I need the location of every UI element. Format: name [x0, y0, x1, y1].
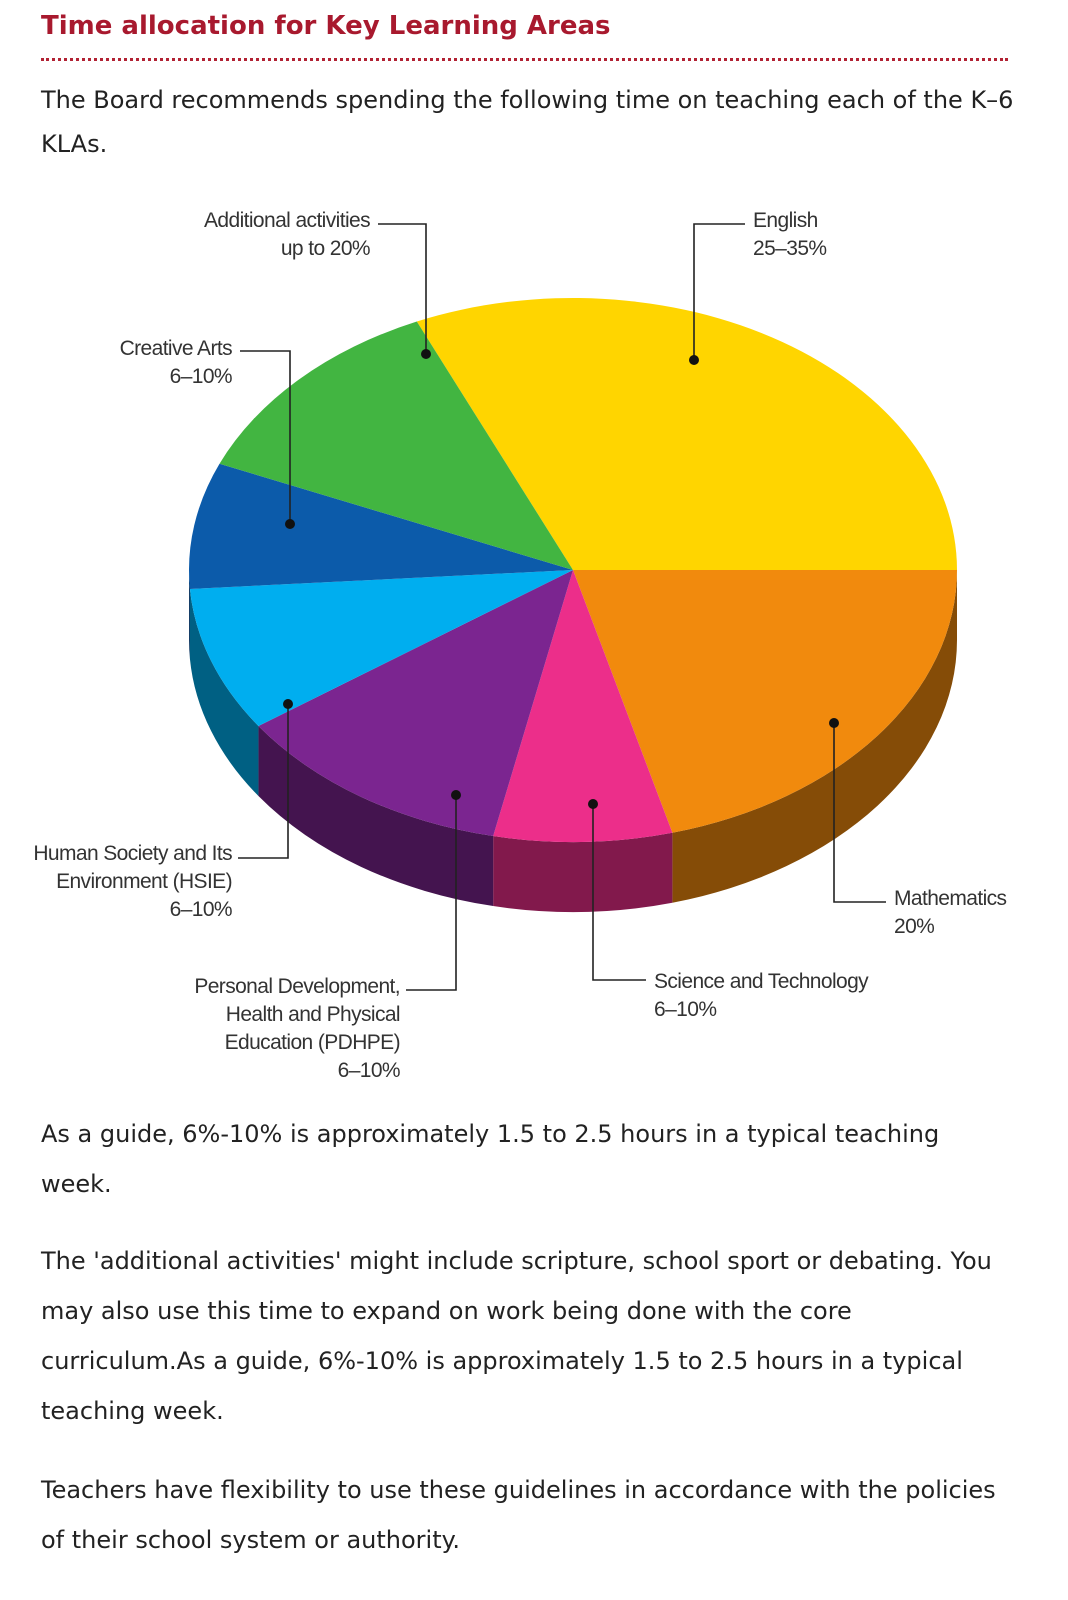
leader-dot-science [588, 799, 598, 809]
label-science-name: Science and Technology [654, 970, 869, 993]
leader-line-creative [240, 350, 291, 524]
leader-dot-creative [285, 519, 295, 529]
pie-chart: Additional activities up to 20% English … [0, 180, 1068, 1100]
label-hsie: Human Society and Its Environment (HSIE)… [20, 840, 232, 924]
label-mathematics: Mathematics 20% [894, 885, 1007, 941]
flexibility-paragraph: Teachers have flexibility to use these g… [41, 1476, 996, 1554]
dotted-divider [41, 58, 1008, 61]
label-hsie-line-2: Environment (HSIE) [56, 870, 233, 893]
pie-slice-additional [219, 321, 574, 570]
pie-wall-mathematics [672, 570, 957, 903]
leader-dot-mathematics [829, 718, 839, 728]
pie-slice-hsie [189, 570, 573, 727]
page-title: Time allocation for Key Learning Areas [41, 11, 611, 41]
label-creative-arts-value: 6–10% [169, 365, 233, 388]
guide-paragraph: As a guide, 6%-10% is approximately 1.5 … [41, 1120, 940, 1198]
label-science-value: 6–10% [654, 998, 717, 1021]
pie-slice-mathematics [573, 570, 957, 833]
leader-dot-english [689, 355, 699, 365]
pie-chart-svg [189, 223, 958, 991]
label-english: English 25–35% [753, 207, 827, 263]
pie-slice-science [493, 570, 673, 842]
intro-paragraph: The Board recommends spending the follow… [41, 86, 1014, 158]
additional-activities-paragraph: The 'additional activities' might includ… [41, 1247, 992, 1425]
pie-slice-creative [189, 463, 573, 589]
label-additional: Additional activities up to 20% [190, 207, 371, 263]
label-science: Science and Technology 6–10% [654, 968, 869, 1024]
label-pdhpe: Personal Development, Health and Physica… [180, 973, 400, 1085]
label-additional-value: up to 20% [280, 237, 371, 260]
label-hsie-line-1: Human Society and Its [33, 842, 232, 865]
leader-line-mathematics [833, 723, 886, 903]
pie-wall-science [493, 832, 673, 912]
leader-line-additional [378, 223, 427, 354]
label-pdhpe-line-3: Education (PDHPE) [224, 1031, 401, 1054]
leader-dot-hsie [283, 699, 293, 709]
pie-wall-pdhpe [258, 726, 494, 907]
label-mathematics-value: 20% [894, 915, 935, 938]
label-creative-arts-name: Creative Arts [119, 337, 233, 360]
leader-line-science [592, 804, 646, 981]
leader-line-hsie [238, 704, 289, 859]
pie-slice-pdhpe [258, 570, 573, 837]
leader-dot-pdhpe [451, 790, 461, 800]
leader-line-pdhpe [406, 795, 457, 991]
label-creative-arts: Creative Arts 6–10% [80, 335, 233, 391]
label-english-value: 25–35% [753, 237, 827, 260]
pie-slice-english [416, 298, 958, 570]
pie-wall-creative [189, 570, 190, 659]
leader-line-english [693, 223, 745, 360]
label-hsie-value: 6–10% [169, 898, 233, 921]
pie-wall-hsie [189, 588, 259, 797]
label-additional-name: Additional activities [204, 209, 371, 232]
leader-dot-additional [421, 349, 431, 359]
label-pdhpe-line-1: Personal Development, [194, 975, 400, 998]
label-pdhpe-line-2: Health and Physical [225, 1003, 401, 1026]
label-pdhpe-value: 6–10% [337, 1059, 401, 1082]
label-english-name: English [753, 209, 818, 232]
label-mathematics-name: Mathematics [894, 887, 1007, 910]
